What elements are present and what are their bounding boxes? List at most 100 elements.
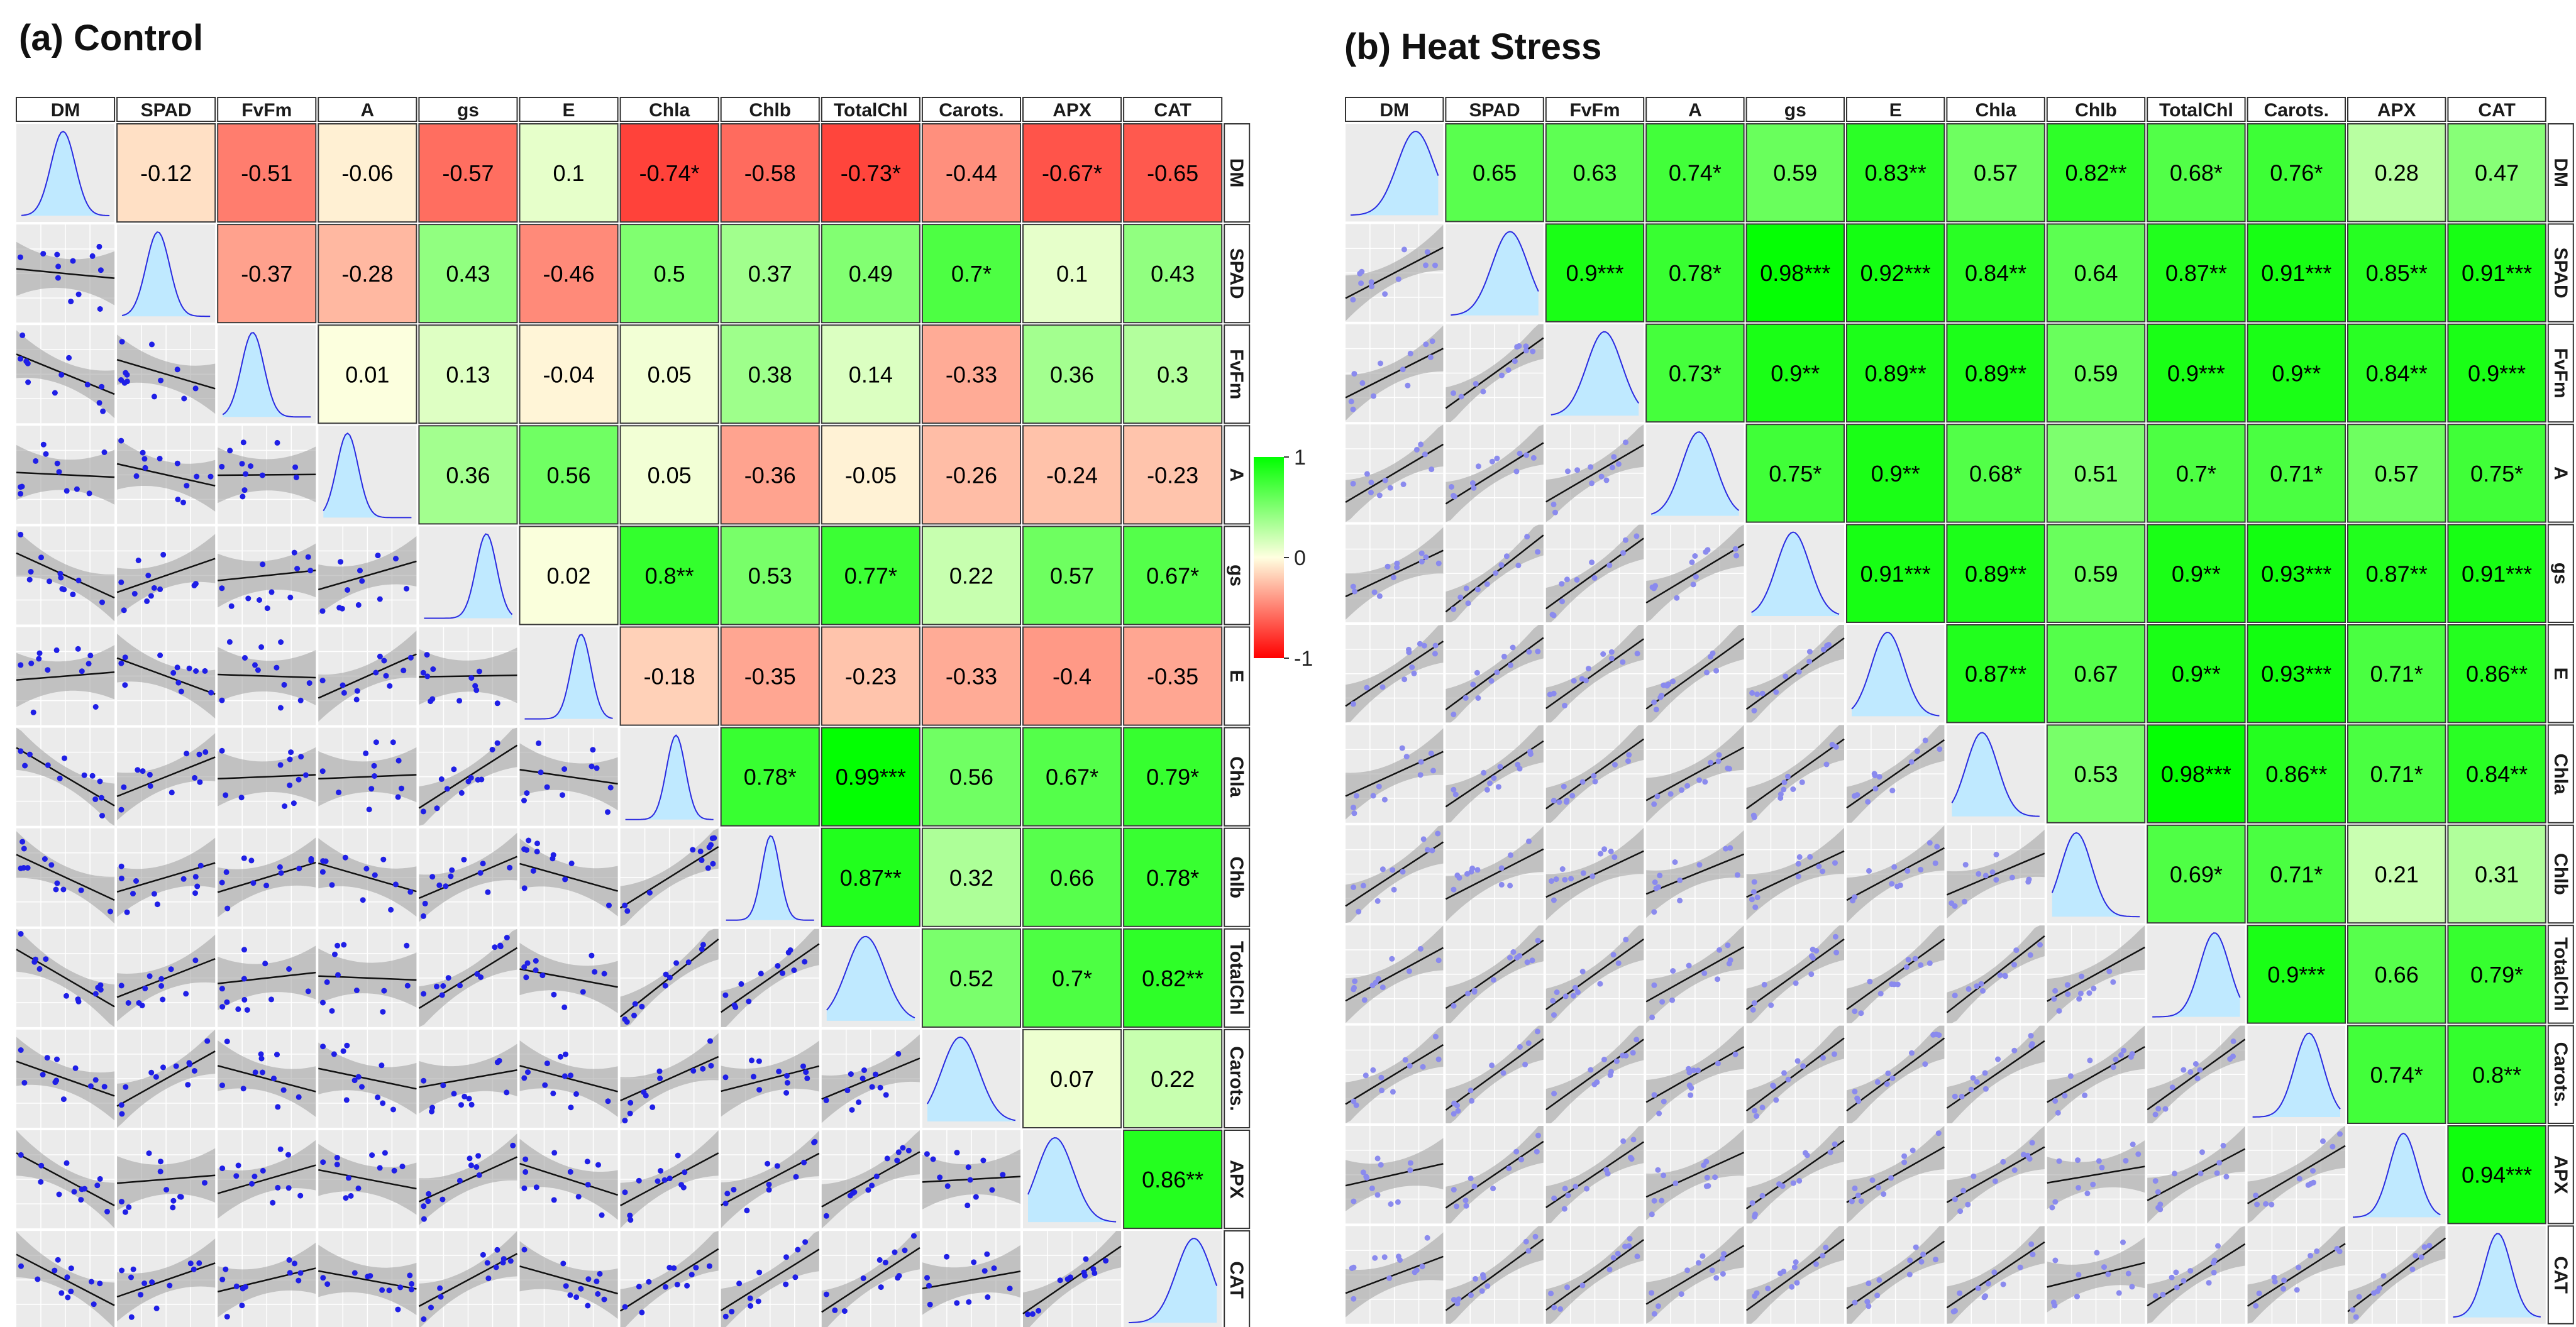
scatter-point xyxy=(675,1152,681,1159)
scatter-point xyxy=(1524,534,1530,540)
fit-line xyxy=(218,774,316,780)
scatter-point xyxy=(861,1067,867,1073)
scatter-point xyxy=(1876,774,1882,780)
scatter-point xyxy=(1865,799,1871,805)
scatter-point xyxy=(1535,1132,1541,1138)
scatter-point xyxy=(223,869,229,875)
scatter-point xyxy=(1451,886,1457,893)
correlation-value: 0.78* xyxy=(1669,260,1722,286)
scatter-point xyxy=(1374,1192,1381,1198)
scatter-point xyxy=(1993,851,1999,857)
scatter-point xyxy=(924,1151,930,1157)
scatter-point xyxy=(286,966,292,972)
correlation-tile xyxy=(2447,1125,2546,1225)
scatter-point xyxy=(2017,1264,2023,1270)
scatter-point xyxy=(1600,651,1606,657)
scatter-point xyxy=(142,465,148,471)
correlation-tile xyxy=(1645,223,1745,322)
scatter-point xyxy=(1382,291,1388,297)
fit-line xyxy=(1846,739,1945,809)
correlation-tile xyxy=(1745,323,1845,423)
scatter-point xyxy=(1554,989,1560,995)
scatter-point xyxy=(1982,1070,1988,1076)
correlation-value: 0.99*** xyxy=(836,764,906,790)
scatter-point xyxy=(1806,649,1813,655)
scatter-point xyxy=(1575,989,1581,995)
scatter-point xyxy=(1579,779,1586,785)
scatter-point xyxy=(421,1077,427,1084)
scatter-point xyxy=(1468,1176,1474,1182)
scatter-point xyxy=(35,1276,41,1282)
scatter-point xyxy=(2152,1292,2159,1299)
scatter-point xyxy=(1626,752,1632,758)
scatter-point xyxy=(1574,576,1580,583)
scatter-point xyxy=(1852,1008,1858,1015)
scatter-point xyxy=(438,1294,444,1300)
scatter-point xyxy=(1713,1275,1720,1281)
scatter-point xyxy=(354,688,360,694)
row-label: FvFm xyxy=(1226,349,1247,399)
scatter-point xyxy=(1674,595,1680,601)
scatter-point xyxy=(151,585,157,591)
scatter-point xyxy=(1649,1290,1655,1296)
fit-line xyxy=(116,1050,216,1107)
scatter-point xyxy=(2110,1064,2116,1071)
scatter-point xyxy=(1655,1167,1661,1173)
row-strip xyxy=(2547,524,2574,623)
scatter-point xyxy=(1808,971,1815,977)
scatter-point xyxy=(296,776,302,783)
correlation-cell: 0.32 xyxy=(921,827,1022,927)
scatter-point xyxy=(1570,993,1576,999)
fit-line xyxy=(2247,1243,2346,1307)
correlation-value: 0.9** xyxy=(1871,461,1920,487)
scatter-point xyxy=(101,1084,108,1090)
scatter-point xyxy=(1371,589,1378,595)
correlation-cell: 0.87** xyxy=(2147,223,2246,322)
density-curve xyxy=(524,634,613,720)
scatter-point xyxy=(801,1159,807,1165)
scatter-point xyxy=(233,1173,240,1179)
scatter-point xyxy=(382,1150,388,1156)
scatter-point xyxy=(534,840,540,847)
scatter-point xyxy=(1423,554,1429,560)
scatter-point xyxy=(97,1176,103,1182)
scatter-point xyxy=(1833,949,1840,955)
scatter-point xyxy=(1583,678,1589,684)
correlation-tile xyxy=(1123,1028,1223,1129)
scatter-point xyxy=(1349,1265,1355,1271)
scatter-point xyxy=(1513,468,1520,475)
scatter-point xyxy=(70,592,76,598)
scatter-point xyxy=(1369,284,1374,290)
correlation-tile xyxy=(2347,424,2446,523)
scatter-point xyxy=(663,1284,668,1290)
correlation-value: 0.67* xyxy=(1046,764,1098,790)
scatter-point xyxy=(1620,550,1627,556)
scatter-point xyxy=(1918,866,1924,873)
column-strip xyxy=(116,97,216,122)
scatter-point xyxy=(1523,348,1529,354)
scatter-point xyxy=(1498,562,1505,568)
scatter-point xyxy=(64,1274,70,1280)
scatter-point xyxy=(766,1181,772,1187)
scatter-point xyxy=(1589,559,1595,566)
fit-line xyxy=(1345,348,1444,399)
correlation-tile xyxy=(1022,928,1122,1028)
scatter-point xyxy=(1385,563,1391,570)
correlation-cell: 0.65 xyxy=(1445,123,1544,223)
scatter-point xyxy=(422,900,428,906)
scatter-point xyxy=(170,669,177,676)
scatter-point xyxy=(268,589,275,595)
scatter-point xyxy=(462,1093,468,1099)
scatter-point xyxy=(429,696,436,702)
correlation-value: 0.28 xyxy=(2375,160,2419,186)
scatter-point xyxy=(177,1194,183,1200)
correlation-value: 0.02 xyxy=(547,563,591,588)
fit-line xyxy=(1846,847,1945,901)
scatter-point xyxy=(1412,1269,1418,1275)
correlation-cell: -0.74* xyxy=(619,123,719,223)
column-label: Chlb xyxy=(749,100,791,121)
scatter-point xyxy=(193,668,199,674)
correlation-value: 0.9*** xyxy=(1566,260,1623,286)
scatter-point xyxy=(1411,670,1417,676)
column-label: Carots. xyxy=(939,100,1003,121)
